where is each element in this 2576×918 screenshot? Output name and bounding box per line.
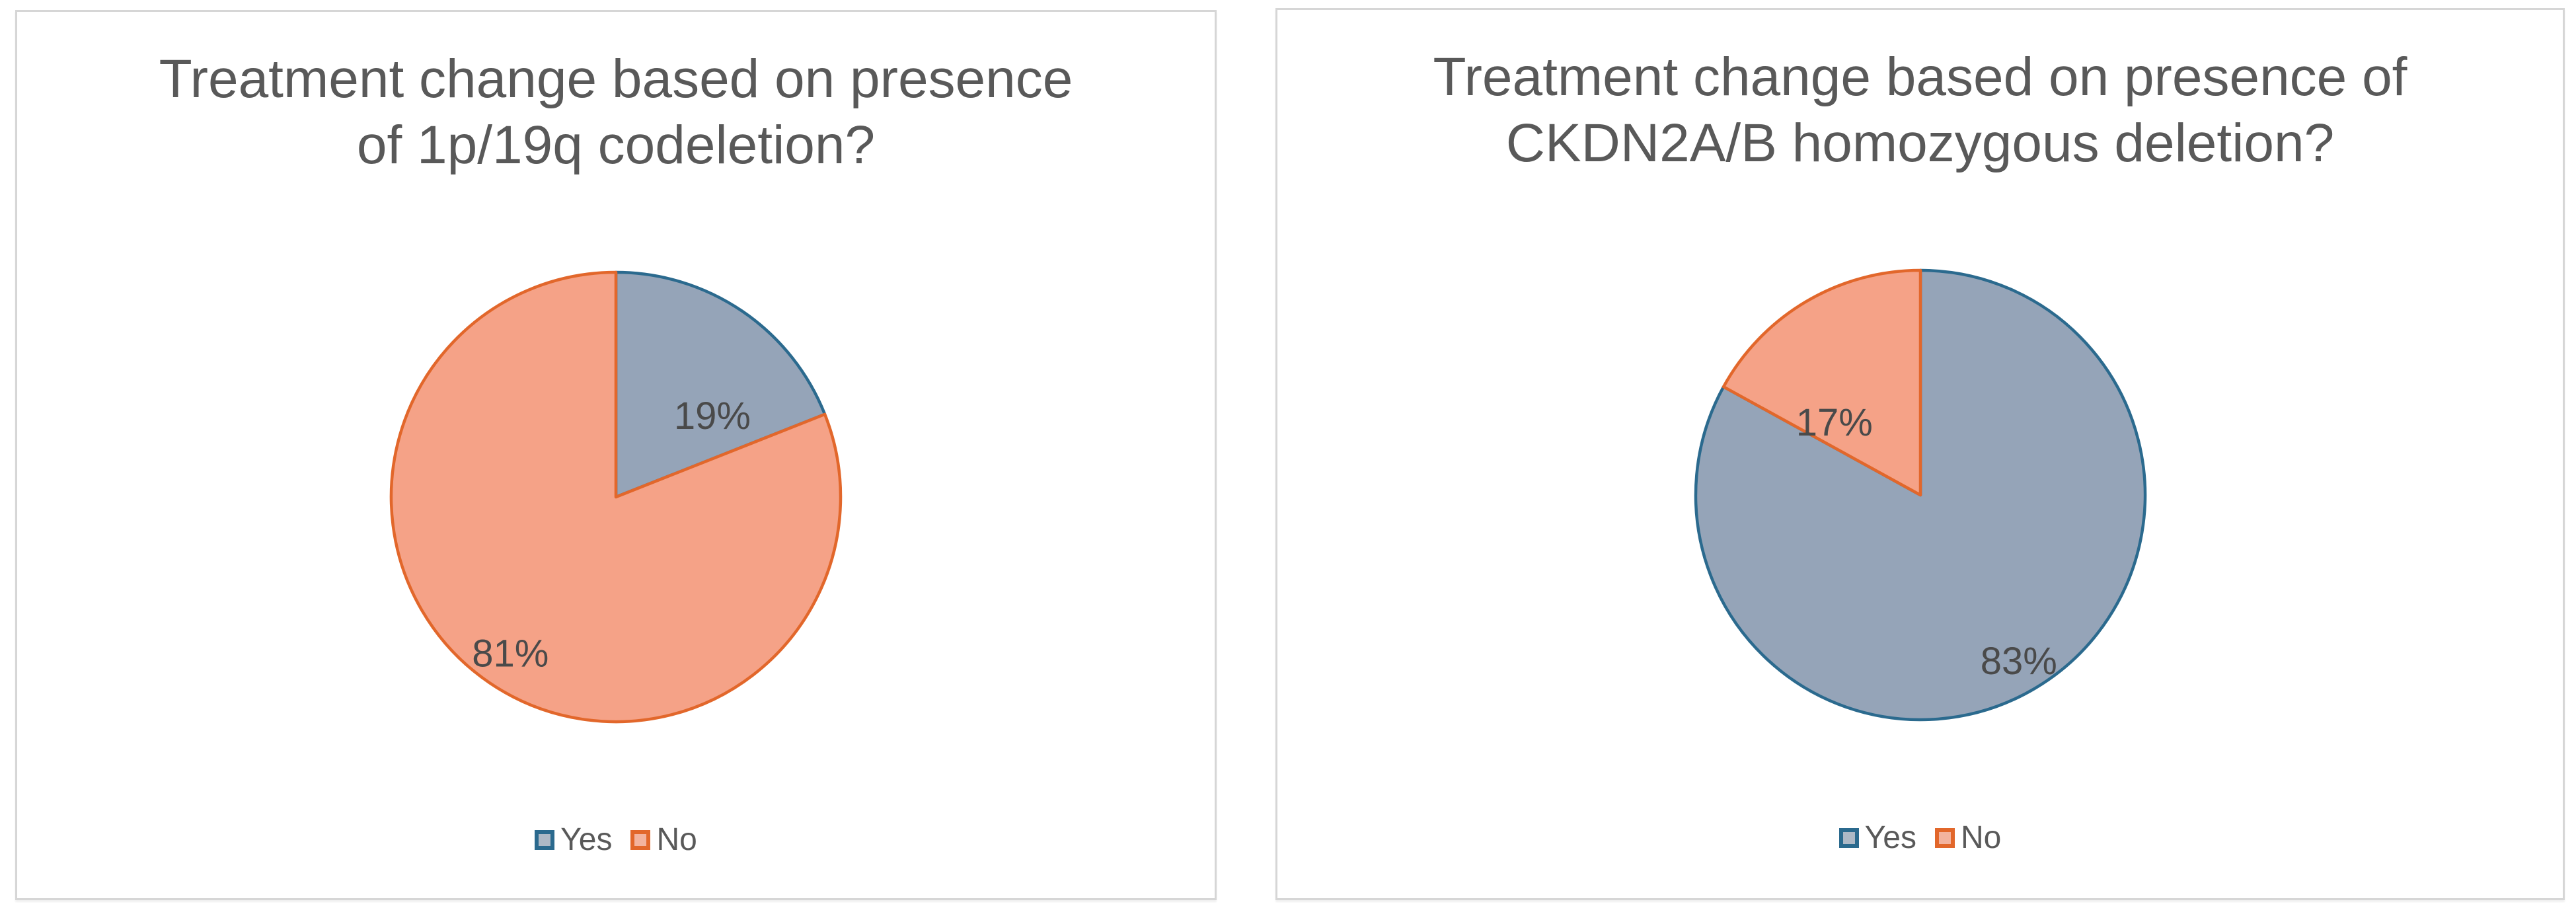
- legend-item-yes: Yes: [1838, 820, 1916, 856]
- legend-item-yes: Yes: [535, 822, 612, 858]
- legend-swatch-yes-icon: [535, 829, 555, 850]
- pie-slice-no: [389, 270, 843, 724]
- legend-label-yes: Yes: [1864, 820, 1916, 855]
- chart-title-line-2: CKDN2A/B homozygous deletion?: [1505, 113, 2335, 173]
- pie-data-label-yes: 83%: [1980, 640, 2057, 683]
- legend-label-no: No: [1960, 820, 2002, 855]
- legend: Yes No: [17, 822, 1215, 858]
- pie-chart-ckdn2ab-deletion: 83% 17%: [1694, 268, 2146, 722]
- pie-slice-yes: [614, 270, 827, 499]
- legend: Yes No: [1277, 820, 2563, 856]
- chart-panel-1p19q-codeletion: Treatment change based on presence of 1p…: [15, 10, 1217, 900]
- legend-swatch-no-icon: [630, 829, 651, 850]
- legend-item-no: No: [1934, 820, 2002, 856]
- pie-slice-no: [1722, 268, 1922, 497]
- legend-label-no: No: [656, 822, 697, 857]
- pie-data-label-yes: 19%: [674, 395, 751, 438]
- chart-title-line-2: of 1p/19q codeletion?: [356, 115, 876, 175]
- chart-title-line-1: Treatment change based on presence: [159, 49, 1073, 109]
- pie-data-label-no: 81%: [472, 632, 549, 675]
- chart-title: Treatment change based on presence of CK…: [1277, 44, 2563, 176]
- pie-data-label-no: 17%: [1796, 401, 1872, 444]
- legend-swatch-no-icon: [1934, 827, 1955, 848]
- legend-label-yes: Yes: [560, 822, 613, 857]
- pie-chart-1p19q-codeletion: 19% 81%: [389, 270, 843, 724]
- chart-title-line-1: Treatment change based on presence of: [1433, 47, 2407, 107]
- legend-swatch-yes-icon: [1838, 827, 1859, 848]
- legend-item-no: No: [630, 822, 697, 858]
- chart-title: Treatment change based on presence of 1p…: [17, 46, 1215, 178]
- chart-panel-ckdn2ab-deletion: Treatment change based on presence of CK…: [1275, 8, 2565, 900]
